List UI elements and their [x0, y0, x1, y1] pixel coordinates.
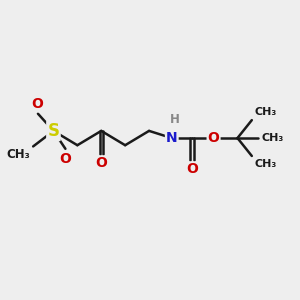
Text: CH₃: CH₃ [255, 107, 277, 117]
Text: S: S [47, 122, 59, 140]
Text: O: O [95, 157, 107, 170]
Text: N: N [166, 131, 178, 145]
Text: H: H [170, 112, 180, 126]
Text: O: O [31, 97, 43, 111]
Text: CH₃: CH₃ [255, 159, 277, 169]
Text: O: O [186, 162, 198, 176]
Text: O: O [208, 131, 220, 145]
Text: CH₃: CH₃ [261, 133, 284, 143]
Text: CH₃: CH₃ [7, 148, 30, 161]
Text: O: O [59, 152, 71, 166]
